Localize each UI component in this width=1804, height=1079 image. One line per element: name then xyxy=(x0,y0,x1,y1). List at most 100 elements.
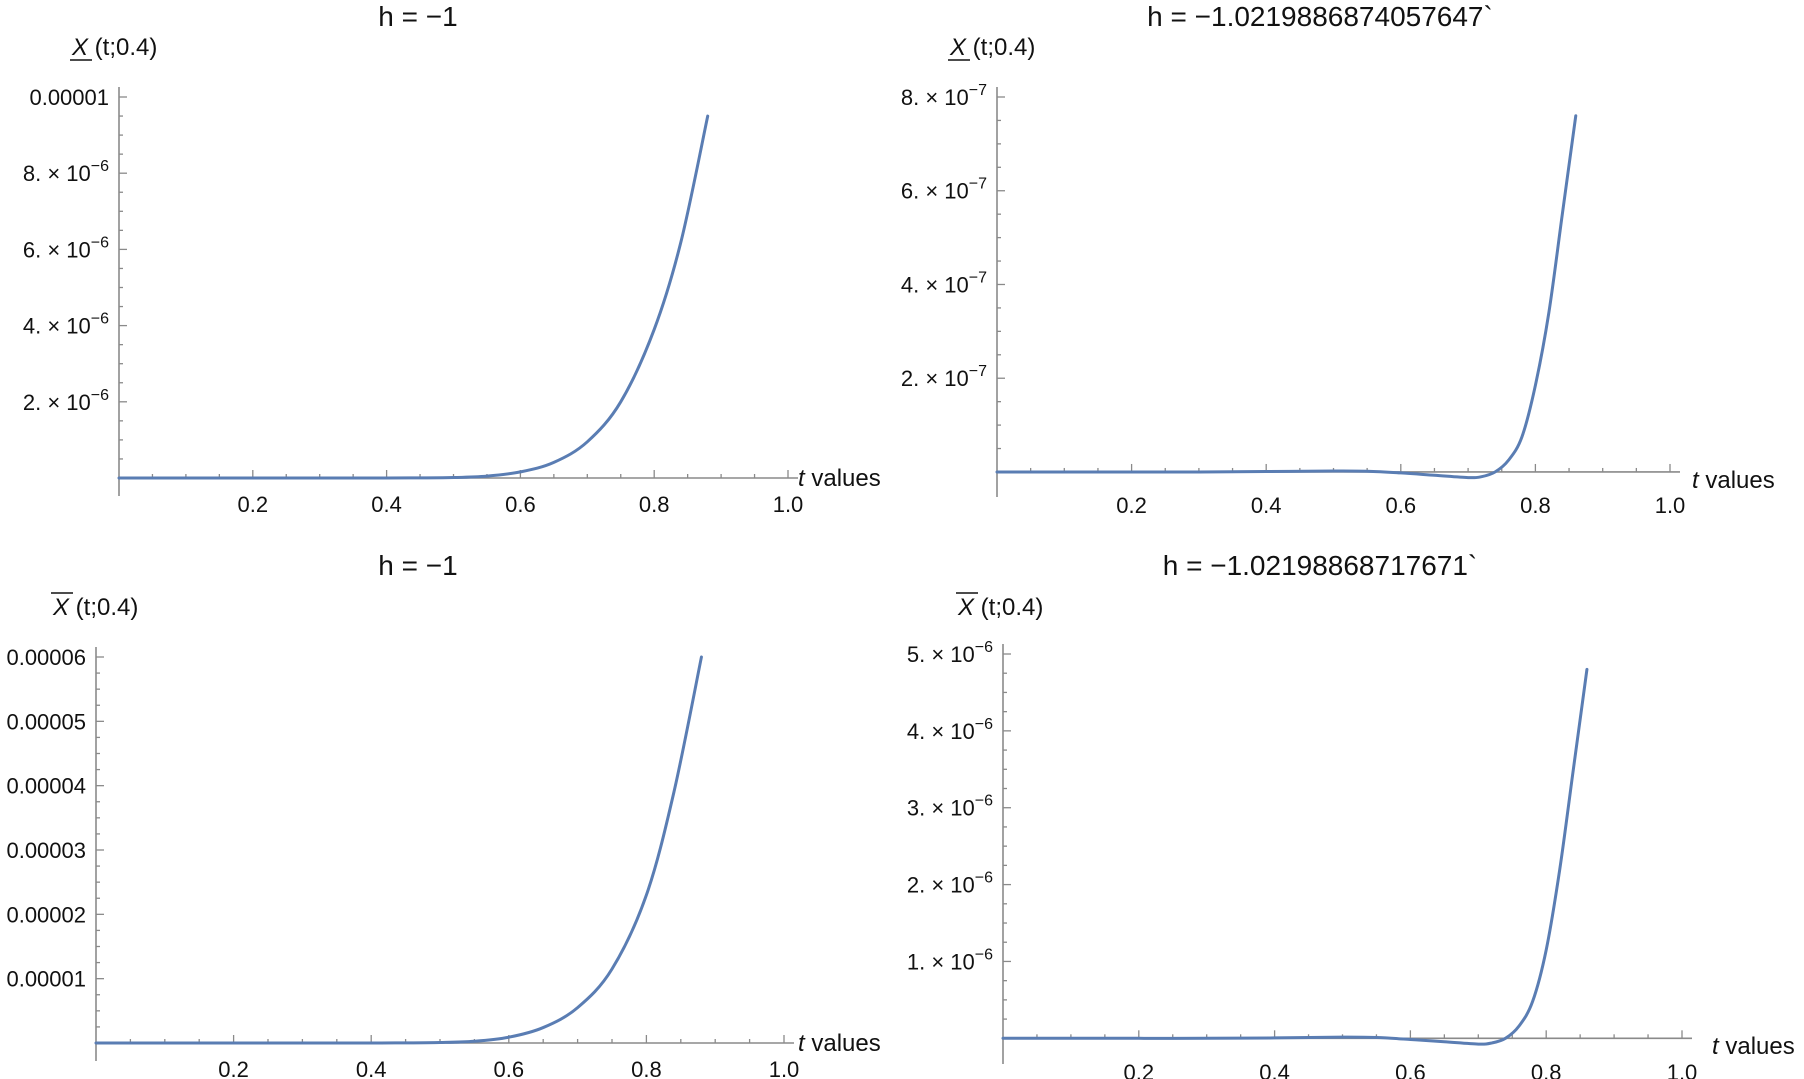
x-axis-label: t values xyxy=(798,465,881,492)
y-tick-times-ten: × 10 xyxy=(41,314,91,339)
y-tick-mantissa: 1. xyxy=(907,949,925,974)
y-tick-exponent: −6 xyxy=(975,793,993,810)
x-tick-label: 0.2 xyxy=(238,492,269,517)
y-tick-times-ten: × 10 xyxy=(919,272,969,297)
y-tick-mantissa: 8. xyxy=(901,85,919,110)
x-tick-label: 0.8 xyxy=(631,1057,662,1079)
y-tick-mantissa: 4. xyxy=(23,314,41,339)
y-tick-exponent: −7 xyxy=(969,363,987,380)
x-label-variable: t xyxy=(1712,1033,1720,1060)
y-tick-exponent: −6 xyxy=(91,234,109,251)
x-tick-label: 0.2 xyxy=(218,1057,249,1079)
x-label-text: values xyxy=(805,1030,881,1057)
y-tick-times-ten: × 10 xyxy=(925,796,975,821)
y-tick-mantissa: 2. xyxy=(907,873,925,898)
x-tick-label: 1.0 xyxy=(769,1057,800,1079)
x-label-text: values xyxy=(1699,467,1775,494)
x-label-text: values xyxy=(1719,1033,1795,1060)
y-tick-exponent: −7 xyxy=(969,269,987,286)
y-tick-label: 2. × 10−7 xyxy=(901,363,987,391)
y-tick-exponent: −6 xyxy=(91,158,109,175)
series-line xyxy=(1001,667,1589,1046)
y-tick-label: 0.00002 xyxy=(6,902,86,927)
panel-1: h = −10.2 0.4 0.6 0.8 1.02. × 10−64. × 10−66… xyxy=(23,1,881,517)
y-tick-label: 0.00001 xyxy=(29,85,109,110)
y-tick-label: 1. × 10−6 xyxy=(907,946,993,974)
y-tick-label: 3. × 10−6 xyxy=(907,793,993,821)
x-tick-label: 1.0 xyxy=(1655,493,1686,518)
y-axis-label: X (t;0.4) xyxy=(949,34,1035,61)
y-tick-times-ten: × 10 xyxy=(41,390,91,415)
y-label-symbol: X xyxy=(52,594,70,621)
x-tick-label: 0.4 xyxy=(356,1057,387,1079)
y-tick-exponent: −6 xyxy=(975,716,993,733)
y-tick-exponent: −6 xyxy=(975,639,993,656)
y-tick-times-ten: × 10 xyxy=(925,719,975,744)
y-tick-label: 8. × 10−6 xyxy=(23,158,109,186)
y-tick-mantissa: 2. xyxy=(901,366,919,391)
y-label-args: (t;0.4) xyxy=(88,34,157,61)
y-tick-label: 2. × 10−6 xyxy=(23,387,109,415)
x-tick-label: 0.6 xyxy=(1386,493,1417,518)
x-tick-label: 1.0 xyxy=(773,492,804,517)
y-tick-label: 8. × 10−7 xyxy=(901,82,987,110)
y-tick-label: 0.00001 xyxy=(6,967,86,992)
y-axis-label: X (t;0.4) xyxy=(52,594,138,621)
y-tick-mantissa: 5. xyxy=(907,642,925,667)
y-axis-label: X (t;0.4) xyxy=(71,34,157,61)
y-tick-times-ten: × 10 xyxy=(919,85,969,110)
panel-title: h = −1.0219886874057647` xyxy=(1147,1,1493,32)
y-tick-times-ten: × 10 xyxy=(919,366,969,391)
x-axis-label: t values xyxy=(798,1030,881,1057)
y-tick-times-ten: × 10 xyxy=(925,949,975,974)
y-tick-label: 6. × 10−6 xyxy=(23,234,109,262)
x-tick-label: 0.2 xyxy=(1124,1060,1155,1079)
y-tick-label: 4. × 10−6 xyxy=(907,716,993,744)
y-tick-mantissa: 8. xyxy=(23,161,41,186)
y-tick-mantissa: 6. xyxy=(901,179,919,204)
y-tick-label: 6. × 10−7 xyxy=(901,176,987,204)
y-label-args: (t;0.4) xyxy=(966,34,1035,61)
y-tick-exponent: −6 xyxy=(975,946,993,963)
x-label-variable: t xyxy=(1692,467,1700,494)
y-tick-mantissa: 2. xyxy=(23,390,41,415)
x-label-text: values xyxy=(805,465,881,492)
y-tick-exponent: −6 xyxy=(91,387,109,404)
x-tick-label: 0.8 xyxy=(639,492,670,517)
x-tick-label: 0.4 xyxy=(1251,493,1282,518)
y-tick-times-ten: × 10 xyxy=(919,179,969,204)
y-label-symbol: X xyxy=(949,34,967,61)
x-tick-label: 0.4 xyxy=(1259,1060,1290,1079)
x-tick-label: 1.0 xyxy=(1667,1060,1698,1079)
series-line xyxy=(995,114,1578,480)
y-tick-mantissa: 6. xyxy=(23,237,41,262)
panel-title: h = −1 xyxy=(378,1,457,32)
series-line xyxy=(94,655,703,1045)
y-axis-label: X (t;0.4) xyxy=(957,594,1043,621)
y-tick-exponent: −7 xyxy=(969,82,987,99)
x-tick-label: 0.2 xyxy=(1116,493,1147,518)
x-axis-label: t values xyxy=(1712,1033,1795,1060)
y-tick-times-ten: × 10 xyxy=(925,642,975,667)
y-label-symbol: X xyxy=(71,34,89,61)
y-tick-times-ten: × 10 xyxy=(925,873,975,898)
panel-4: h = −1.02198868717671` 0.2 0.4 0.6 0.8 1.0 1. … xyxy=(907,550,1795,1079)
x-label-variable: t xyxy=(798,465,806,492)
y-tick-label: 0.00004 xyxy=(6,774,86,799)
panel-title: h = −1.02198868717671` xyxy=(1163,550,1478,581)
x-axis-label: t values xyxy=(1692,467,1775,494)
y-tick-label: 4. × 10−6 xyxy=(23,311,109,339)
y-tick-label: 2. × 10−6 xyxy=(907,870,993,898)
y-tick-times-ten: × 10 xyxy=(41,237,91,262)
y-tick-exponent: −6 xyxy=(91,311,109,328)
x-tick-label: 0.6 xyxy=(505,492,536,517)
y-tick-label: 0.00006 xyxy=(6,645,86,670)
panel-3: h = −1 0.2 0.4 0.6 0.8 1.0 0.00001 0.00002 0.000… xyxy=(6,550,880,1079)
panel-title: h = −1 xyxy=(378,550,457,581)
y-tick-exponent: −7 xyxy=(969,176,987,193)
y-tick-times-ten: × 10 xyxy=(41,161,91,186)
y-tick-label: 4. × 10−7 xyxy=(901,269,987,297)
y-tick-label: 5. × 10−6 xyxy=(907,639,993,667)
x-label-variable: t xyxy=(798,1030,806,1057)
y-tick-mantissa: 4. xyxy=(901,272,919,297)
